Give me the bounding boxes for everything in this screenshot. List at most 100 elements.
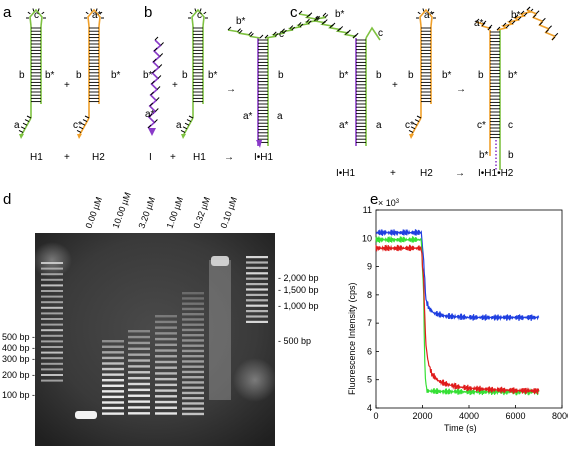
hairpin-h2 (408, 8, 436, 139)
ladder-band (246, 266, 268, 269)
polymer-band (182, 334, 204, 337)
label-c: c (34, 10, 39, 21)
base (414, 119, 420, 123)
polymer-band (155, 326, 177, 329)
caption-plus: + (390, 168, 396, 179)
base (22, 122, 28, 126)
base (250, 33, 254, 37)
base (20, 126, 26, 130)
polymer-band (128, 359, 150, 362)
label-c: c (197, 10, 202, 21)
base (283, 29, 287, 34)
base (180, 129, 186, 133)
label-b-star: b* (339, 70, 349, 81)
ladder-band (41, 374, 63, 376)
ladder-band (41, 290, 63, 292)
smear-band (209, 260, 231, 400)
y-tick-label: 9 (367, 262, 372, 272)
base (272, 31, 277, 36)
ladder-band (41, 346, 63, 348)
polymer-band (182, 391, 204, 395)
caption-i-h1: I•H1 (336, 168, 356, 179)
polymer-band (128, 353, 150, 356)
label-c: c (508, 120, 513, 131)
base (151, 80, 155, 85)
polymer-band (155, 372, 177, 375)
lane-label-0: 0.00 µM (83, 196, 104, 230)
base (32, 8, 35, 12)
base (298, 10, 303, 15)
x-tick-label: 4000 (459, 411, 479, 421)
base (152, 69, 156, 74)
base (153, 47, 158, 52)
base (322, 12, 327, 17)
strand-end (181, 134, 186, 139)
label-b-star: b* (111, 70, 121, 81)
label-b-star: b* (45, 70, 55, 81)
polymer-band (182, 365, 204, 368)
ladder-label-400: 400 bp - (2, 343, 35, 353)
panel-label-b: b (144, 4, 152, 21)
base (189, 11, 193, 15)
strand-end (19, 134, 24, 139)
base (148, 113, 153, 118)
polymer-band (182, 402, 204, 405)
base (158, 64, 163, 68)
base (156, 86, 161, 90)
polymer-band (128, 335, 150, 339)
polymer-band (128, 382, 150, 386)
base (76, 129, 82, 133)
polymer-band (182, 355, 204, 358)
polymer-band (155, 406, 177, 409)
polymer-band (155, 355, 177, 358)
base (27, 11, 31, 15)
base (227, 26, 232, 31)
panel-b-diagram: b* a* + c b b* a → b* c b a* a I + H1 → … (143, 8, 329, 163)
label-b: b (19, 70, 25, 81)
chart-series (375, 228, 540, 396)
polymer-band (182, 297, 204, 300)
ladder-label-100: 100 bp - (2, 390, 35, 400)
strand (298, 13, 358, 39)
panel-label-e: e (370, 191, 378, 208)
panel-label-d: d (3, 191, 11, 208)
polymer-band (182, 397, 204, 400)
hairpin-h1 (18, 8, 46, 139)
label-c: c (378, 28, 383, 39)
base (203, 11, 207, 15)
ladder-band (41, 306, 63, 309)
base (502, 22, 507, 27)
base (416, 115, 422, 119)
base (26, 115, 32, 119)
base (24, 119, 30, 123)
label-a: a (176, 120, 182, 131)
caption-h1: H1 (30, 152, 43, 163)
monomer-band (75, 411, 97, 419)
base (417, 11, 421, 15)
label-a: a (376, 120, 382, 131)
polymer-band (102, 356, 124, 360)
base (523, 12, 528, 17)
lane-label-4: 0.32 µM (191, 196, 212, 230)
label-b: b (376, 70, 382, 81)
base (511, 20, 516, 25)
toehold (78, 117, 90, 137)
polymer-band (182, 360, 204, 363)
ladder-band (41, 312, 63, 315)
ladder-label-1000: - 1,000 bp (278, 301, 319, 311)
y-tick-label: 8 (367, 290, 372, 300)
base (551, 36, 556, 41)
polymer-band (182, 307, 204, 311)
label-a: a (277, 111, 283, 122)
polymer-band (102, 345, 124, 348)
polymer-band (155, 412, 177, 415)
series-line (375, 228, 540, 322)
label-a-star: a* (92, 10, 102, 21)
loop (419, 8, 433, 27)
ladder-band (41, 323, 63, 326)
base (548, 25, 552, 30)
polymer-band (182, 370, 204, 374)
y-tick-label: 4 (367, 403, 372, 413)
ladder-band (41, 340, 63, 343)
base (84, 115, 90, 119)
